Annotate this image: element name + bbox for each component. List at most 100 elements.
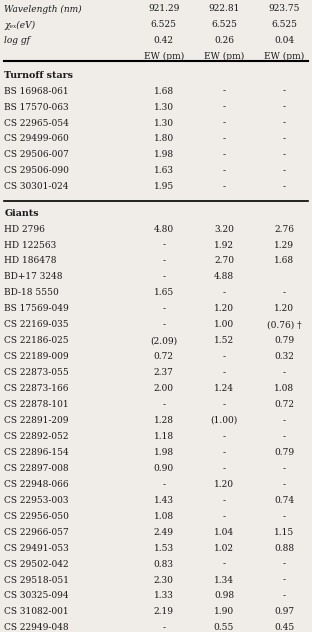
Text: -: - bbox=[283, 432, 286, 441]
Text: 0.97: 0.97 bbox=[274, 607, 295, 616]
Text: -: - bbox=[222, 559, 226, 569]
Text: 0.83: 0.83 bbox=[154, 559, 174, 569]
Text: 2.00: 2.00 bbox=[154, 384, 174, 393]
Text: 6.525: 6.525 bbox=[271, 20, 297, 30]
Text: 1.28: 1.28 bbox=[154, 416, 174, 425]
Text: -: - bbox=[283, 288, 286, 298]
Text: -: - bbox=[283, 166, 286, 175]
Text: -: - bbox=[283, 576, 286, 585]
Text: CS 29518-051: CS 29518-051 bbox=[4, 576, 70, 585]
Text: 0.74: 0.74 bbox=[274, 495, 295, 505]
Text: 0.45: 0.45 bbox=[274, 623, 295, 632]
Text: 0.55: 0.55 bbox=[214, 623, 234, 632]
Text: -: - bbox=[162, 257, 165, 265]
Text: CS 29499-060: CS 29499-060 bbox=[4, 135, 69, 143]
Text: -: - bbox=[162, 272, 165, 281]
Text: 1.52: 1.52 bbox=[214, 336, 234, 345]
Text: -: - bbox=[222, 400, 226, 409]
Text: (0.76) †: (0.76) † bbox=[267, 320, 302, 329]
Text: 1.68: 1.68 bbox=[274, 257, 295, 265]
Text: BS 17570-063: BS 17570-063 bbox=[4, 102, 69, 112]
Text: EW (pm): EW (pm) bbox=[144, 52, 184, 61]
Text: 1.34: 1.34 bbox=[214, 576, 234, 585]
Text: -: - bbox=[222, 352, 226, 362]
Text: CS 22891-209: CS 22891-209 bbox=[4, 416, 69, 425]
Text: -: - bbox=[283, 135, 286, 143]
Text: 0.72: 0.72 bbox=[274, 400, 294, 409]
Text: CS 22966-057: CS 22966-057 bbox=[4, 528, 69, 537]
Text: (1.00): (1.00) bbox=[210, 416, 238, 425]
Text: -: - bbox=[222, 102, 226, 112]
Text: 0.42: 0.42 bbox=[154, 37, 174, 46]
Text: log ɡf: log ɡf bbox=[4, 37, 31, 46]
Text: -: - bbox=[222, 166, 226, 175]
Text: 1.33: 1.33 bbox=[154, 592, 174, 600]
Text: 6.525: 6.525 bbox=[211, 20, 237, 30]
Text: -: - bbox=[162, 623, 165, 632]
Text: CS 30301-024: CS 30301-024 bbox=[4, 182, 69, 191]
Text: 6.525: 6.525 bbox=[151, 20, 177, 30]
Text: CS 31082-001: CS 31082-001 bbox=[4, 607, 69, 616]
Text: 4.88: 4.88 bbox=[214, 272, 234, 281]
Text: -: - bbox=[222, 495, 226, 505]
Text: CS 22949-048: CS 22949-048 bbox=[4, 623, 69, 632]
Text: -: - bbox=[283, 102, 286, 112]
Text: 1.20: 1.20 bbox=[214, 480, 234, 489]
Text: -: - bbox=[162, 241, 165, 250]
Text: CS 30325-094: CS 30325-094 bbox=[4, 592, 69, 600]
Text: 0.79: 0.79 bbox=[274, 448, 295, 457]
Text: EW (pm): EW (pm) bbox=[204, 52, 244, 61]
Text: 2.37: 2.37 bbox=[154, 368, 174, 377]
Text: 0.32: 0.32 bbox=[274, 352, 294, 362]
Text: CS 22953-003: CS 22953-003 bbox=[4, 495, 69, 505]
Text: 1.65: 1.65 bbox=[154, 288, 174, 298]
Text: 1.80: 1.80 bbox=[154, 135, 174, 143]
Text: BD+17 3248: BD+17 3248 bbox=[4, 272, 63, 281]
Text: CS 22892-052: CS 22892-052 bbox=[4, 432, 69, 441]
Text: 1.95: 1.95 bbox=[154, 182, 174, 191]
Text: 1.63: 1.63 bbox=[154, 166, 174, 175]
Text: -: - bbox=[222, 135, 226, 143]
Text: 1.02: 1.02 bbox=[214, 544, 234, 552]
Text: -: - bbox=[222, 448, 226, 457]
Text: -: - bbox=[222, 368, 226, 377]
Text: 1.30: 1.30 bbox=[154, 119, 174, 128]
Text: -: - bbox=[283, 559, 286, 569]
Text: (2.09): (2.09) bbox=[150, 336, 177, 345]
Text: HD 122563: HD 122563 bbox=[4, 241, 57, 250]
Text: BD-18 5550: BD-18 5550 bbox=[4, 288, 59, 298]
Text: 1.00: 1.00 bbox=[214, 320, 234, 329]
Text: 2.76: 2.76 bbox=[274, 224, 294, 234]
Text: BS 17569-049: BS 17569-049 bbox=[4, 305, 69, 313]
Text: 1.43: 1.43 bbox=[154, 495, 174, 505]
Text: 923.75: 923.75 bbox=[269, 4, 300, 13]
Text: 2.49: 2.49 bbox=[154, 528, 174, 537]
Text: -: - bbox=[283, 512, 286, 521]
Text: -: - bbox=[222, 119, 226, 128]
Text: 0.98: 0.98 bbox=[214, 592, 234, 600]
Text: Giants: Giants bbox=[4, 209, 39, 217]
Text: HD 2796: HD 2796 bbox=[4, 224, 45, 234]
Text: 1.20: 1.20 bbox=[214, 305, 234, 313]
Text: χₑₓ(eV): χₑₓ(eV) bbox=[4, 20, 36, 30]
Text: CS 22878-101: CS 22878-101 bbox=[4, 400, 69, 409]
Text: CS 22186-025: CS 22186-025 bbox=[4, 336, 69, 345]
Text: -: - bbox=[222, 87, 226, 95]
Text: 1.08: 1.08 bbox=[154, 512, 174, 521]
Text: 1.04: 1.04 bbox=[214, 528, 234, 537]
Text: Turnoff stars: Turnoff stars bbox=[4, 71, 74, 80]
Text: -: - bbox=[222, 182, 226, 191]
Text: 921.29: 921.29 bbox=[148, 4, 179, 13]
Text: 0.72: 0.72 bbox=[154, 352, 174, 362]
Text: -: - bbox=[222, 512, 226, 521]
Text: EW (pm): EW (pm) bbox=[264, 52, 305, 61]
Text: BS 16968-061: BS 16968-061 bbox=[4, 87, 69, 95]
Text: CS 22965-054: CS 22965-054 bbox=[4, 119, 69, 128]
Text: -: - bbox=[222, 432, 226, 441]
Text: CS 29491-053: CS 29491-053 bbox=[4, 544, 69, 552]
Text: -: - bbox=[283, 87, 286, 95]
Text: CS 22169-035: CS 22169-035 bbox=[4, 320, 69, 329]
Text: CS 22948-066: CS 22948-066 bbox=[4, 480, 69, 489]
Text: -: - bbox=[222, 150, 226, 159]
Text: 1.30: 1.30 bbox=[154, 102, 174, 112]
